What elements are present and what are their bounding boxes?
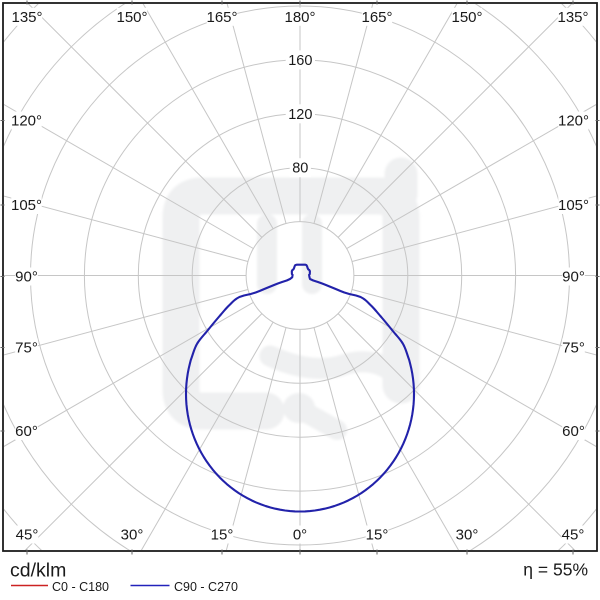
svg-text:105°: 105° xyxy=(11,197,42,214)
svg-text:135°: 135° xyxy=(557,9,588,26)
svg-text:45°: 45° xyxy=(16,527,39,544)
svg-text:45°: 45° xyxy=(562,527,585,544)
svg-text:15°: 15° xyxy=(366,527,389,544)
svg-text:135°: 135° xyxy=(11,9,42,26)
svg-text:0°: 0° xyxy=(293,527,307,544)
svg-text:180°: 180° xyxy=(284,9,315,26)
svg-text:150°: 150° xyxy=(451,9,482,26)
svg-text:60°: 60° xyxy=(15,423,38,440)
svg-text:cd/klm: cd/klm xyxy=(10,560,66,582)
svg-text:15°: 15° xyxy=(211,527,234,544)
svg-text:120°: 120° xyxy=(11,113,42,130)
svg-text:90°: 90° xyxy=(15,269,38,286)
svg-text:C90 - C270: C90 - C270 xyxy=(174,580,238,594)
svg-text:165°: 165° xyxy=(206,9,237,26)
svg-text:η = 55%: η = 55% xyxy=(523,560,588,580)
svg-text:75°: 75° xyxy=(15,340,38,357)
svg-text:C0 - C180: C0 - C180 xyxy=(52,580,109,594)
svg-text:105°: 105° xyxy=(558,197,589,214)
svg-text:30°: 30° xyxy=(456,527,479,544)
svg-text:165°: 165° xyxy=(361,9,392,26)
svg-text:60°: 60° xyxy=(562,423,585,440)
svg-text:75°: 75° xyxy=(562,340,585,357)
svg-text:160: 160 xyxy=(288,53,312,69)
svg-text:80: 80 xyxy=(292,161,308,177)
svg-text:90°: 90° xyxy=(562,269,585,286)
svg-text:150°: 150° xyxy=(116,9,147,26)
svg-text:120: 120 xyxy=(288,107,312,123)
svg-text:30°: 30° xyxy=(121,527,144,544)
svg-text:120°: 120° xyxy=(558,113,589,130)
